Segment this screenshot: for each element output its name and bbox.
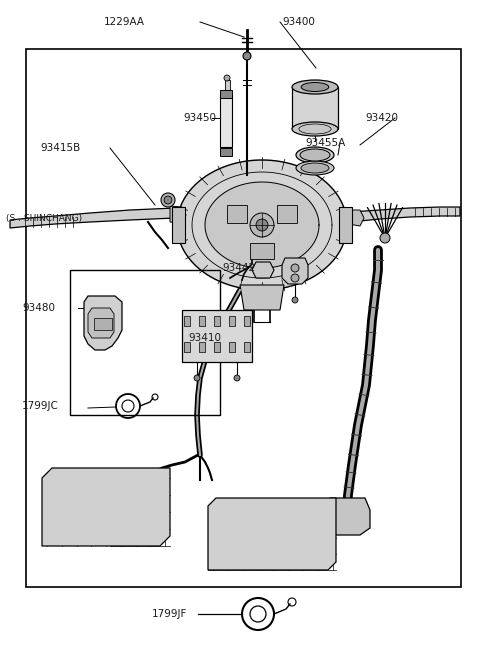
Bar bbox=[220, 95, 232, 147]
Bar bbox=[277, 205, 297, 223]
Circle shape bbox=[243, 52, 251, 60]
Polygon shape bbox=[177, 160, 347, 290]
Polygon shape bbox=[348, 210, 364, 226]
Circle shape bbox=[291, 264, 299, 272]
Ellipse shape bbox=[292, 122, 338, 136]
Bar bbox=[214, 342, 220, 352]
Polygon shape bbox=[172, 207, 185, 243]
Bar bbox=[26, 49, 461, 587]
Bar bbox=[184, 342, 190, 352]
Text: 93420: 93420 bbox=[365, 113, 398, 123]
Circle shape bbox=[194, 375, 200, 381]
Bar bbox=[94, 318, 112, 330]
Text: 1799JC: 1799JC bbox=[22, 401, 59, 411]
Ellipse shape bbox=[296, 161, 334, 175]
Polygon shape bbox=[170, 206, 186, 223]
Ellipse shape bbox=[292, 80, 338, 94]
Text: 93410: 93410 bbox=[188, 333, 221, 343]
Text: 93450: 93450 bbox=[183, 113, 216, 123]
Bar bbox=[244, 342, 250, 352]
Polygon shape bbox=[350, 207, 460, 222]
Polygon shape bbox=[322, 498, 370, 535]
Ellipse shape bbox=[301, 83, 329, 91]
Bar bbox=[244, 316, 250, 326]
Circle shape bbox=[224, 75, 230, 81]
Polygon shape bbox=[208, 498, 336, 570]
Bar bbox=[229, 342, 235, 352]
Circle shape bbox=[291, 274, 299, 282]
Polygon shape bbox=[240, 285, 284, 310]
Bar bbox=[199, 316, 205, 326]
Circle shape bbox=[380, 233, 390, 243]
Ellipse shape bbox=[300, 149, 330, 161]
Bar bbox=[214, 316, 220, 326]
Text: 93480: 93480 bbox=[22, 303, 55, 313]
Text: (S . SHINCHANG): (S . SHINCHANG) bbox=[6, 214, 82, 223]
Text: 1799JF: 1799JF bbox=[152, 609, 187, 619]
Polygon shape bbox=[252, 262, 274, 278]
Polygon shape bbox=[282, 258, 308, 284]
Bar bbox=[184, 316, 190, 326]
Bar bbox=[250, 243, 274, 259]
Bar bbox=[70, 270, 220, 415]
Polygon shape bbox=[84, 296, 122, 350]
Bar bbox=[225, 80, 230, 92]
Ellipse shape bbox=[296, 147, 334, 163]
Circle shape bbox=[164, 196, 172, 204]
Circle shape bbox=[161, 193, 175, 207]
Bar bbox=[220, 90, 232, 98]
Bar bbox=[182, 310, 252, 362]
Bar bbox=[227, 205, 247, 223]
Text: 93415B: 93415B bbox=[40, 143, 80, 153]
Circle shape bbox=[256, 219, 268, 231]
Text: 93455A: 93455A bbox=[305, 138, 345, 148]
Polygon shape bbox=[339, 207, 352, 243]
Circle shape bbox=[292, 297, 298, 303]
Polygon shape bbox=[88, 308, 114, 338]
Text: 93400: 93400 bbox=[282, 17, 315, 27]
Ellipse shape bbox=[301, 163, 329, 173]
Circle shape bbox=[234, 375, 240, 381]
Polygon shape bbox=[205, 182, 319, 268]
Bar bbox=[292, 87, 338, 129]
Bar bbox=[220, 148, 232, 156]
Bar bbox=[199, 342, 205, 352]
Polygon shape bbox=[42, 468, 170, 546]
Polygon shape bbox=[10, 208, 175, 228]
Text: 93442: 93442 bbox=[222, 263, 255, 273]
Circle shape bbox=[250, 213, 274, 237]
Bar bbox=[229, 316, 235, 326]
Text: 1229AA: 1229AA bbox=[104, 17, 145, 27]
